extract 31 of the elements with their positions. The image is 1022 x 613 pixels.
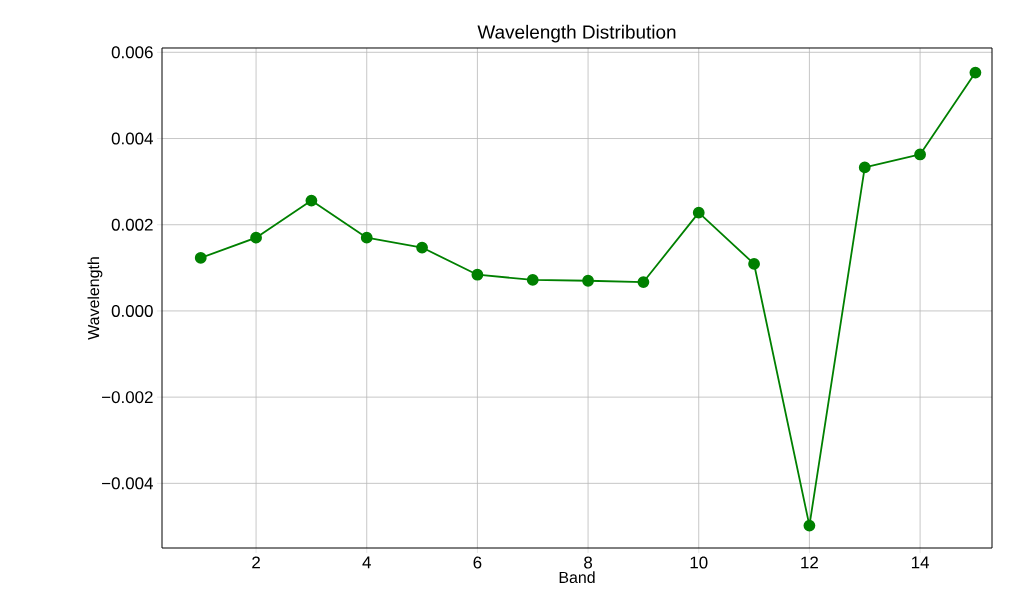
point <box>526 273 539 286</box>
x-tick-label: 8 <box>584 556 593 569</box>
point <box>803 519 816 532</box>
x-axis-title: Band <box>559 571 595 584</box>
y-tick-label: −0.002 <box>102 391 153 404</box>
point <box>692 206 705 219</box>
x-tick-label: 10 <box>690 556 708 569</box>
y-axis-title: Wavelength <box>87 257 103 340</box>
point <box>748 258 760 270</box>
y-tick-label: 0.002 <box>111 218 153 231</box>
point <box>250 231 262 244</box>
point <box>582 274 594 287</box>
point <box>914 148 926 161</box>
x-tick-label: 6 <box>473 556 482 569</box>
point <box>858 161 871 174</box>
chart-title: Wavelength Distribution <box>477 24 676 43</box>
x-tick-label: 4 <box>362 556 371 569</box>
point <box>194 252 207 264</box>
x-tick-label: 2 <box>252 556 260 569</box>
y-tick-label: 0.006 <box>111 46 153 59</box>
y-tick-label: 0.004 <box>111 132 153 145</box>
point <box>637 276 650 288</box>
point <box>416 241 428 254</box>
y-tick-label: −0.004 <box>102 477 153 490</box>
point <box>305 194 318 207</box>
point <box>969 66 982 79</box>
y-tick-label: 0.000 <box>111 304 153 317</box>
point <box>471 268 484 281</box>
point <box>360 231 373 244</box>
x-tick-label: 14 <box>911 556 929 569</box>
x-tick-label: 12 <box>801 556 818 569</box>
